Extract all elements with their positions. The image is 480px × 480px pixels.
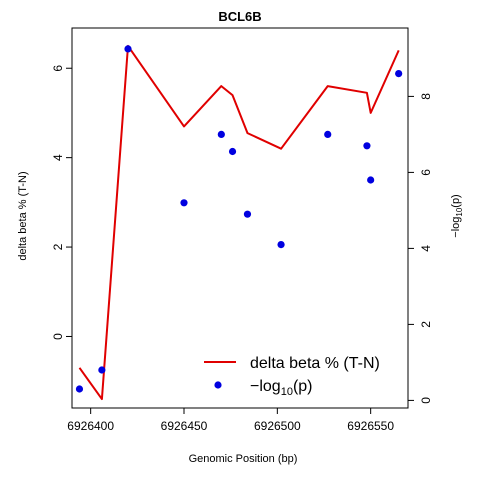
legend-label-log10p-prefix: −log — [250, 378, 281, 395]
x-tick-label: 6926450 — [161, 419, 208, 433]
x-tick-label: 6926400 — [67, 419, 114, 433]
y2-axis-label-subscript: 10 — [455, 207, 464, 216]
log10p-point — [217, 130, 225, 138]
log10p-point — [367, 176, 375, 184]
y2-axis-label-suffix: (p) — [450, 194, 462, 207]
y-tick-label: 4 — [51, 154, 65, 161]
log10p-point — [363, 142, 371, 150]
y-tick-label: 6 — [51, 65, 65, 72]
log10p-point — [243, 210, 252, 218]
x-tick-label: 6926550 — [347, 419, 394, 433]
chart-title: BCL6B — [218, 9, 261, 24]
series-log10p-points — [75, 45, 403, 393]
legend-label-delta-beta: delta beta % (T-N) — [250, 355, 380, 372]
log10p-point — [98, 366, 106, 374]
y2-tick-label: 6 — [419, 169, 433, 176]
x-tick-label: 6926500 — [254, 419, 301, 433]
log10p-point — [324, 130, 332, 138]
log10p-point — [124, 45, 132, 53]
legend: delta beta % (T-N) −log10(p) — [204, 355, 380, 398]
log10p-point — [228, 147, 237, 156]
y-axis-right: 0 2 4 6 8 — [408, 93, 433, 404]
y2-tick-label: 0 — [419, 397, 433, 404]
y2-tick-label: 8 — [419, 93, 433, 100]
log10p-point — [277, 241, 285, 249]
legend-label-log10p-subscript: 10 — [281, 386, 293, 398]
legend-label-log10p: −log10(p) — [250, 378, 313, 398]
log10p-point — [75, 385, 84, 393]
x-axis: 6926400 6926450 6926500 6926550 — [67, 408, 394, 433]
delta-beta-line — [78, 44, 400, 401]
y-tick-label: 0 — [51, 333, 65, 340]
y2-axis-label: −log10(p) — [450, 194, 464, 237]
y2-tick-label: 4 — [419, 245, 433, 252]
y-tick-label: 2 — [51, 243, 65, 250]
plot-border — [71, 27, 409, 409]
y-axis-left: 0 2 4 6 — [51, 65, 72, 340]
y2-axis-label-prefix: −log — [450, 217, 462, 238]
log10p-point — [395, 70, 403, 78]
log10p-point — [180, 199, 188, 207]
series-delta-beta-line — [78, 44, 400, 401]
y-axis-label: delta beta % (T-N) — [17, 171, 29, 260]
y2-tick-label: 2 — [419, 321, 433, 328]
legend-point-swatch — [214, 381, 222, 389]
plot-frame — [71, 27, 409, 409]
x-axis-label: Genomic Position (bp) — [189, 453, 298, 465]
legend-label-log10p-suffix: (p) — [293, 378, 313, 395]
